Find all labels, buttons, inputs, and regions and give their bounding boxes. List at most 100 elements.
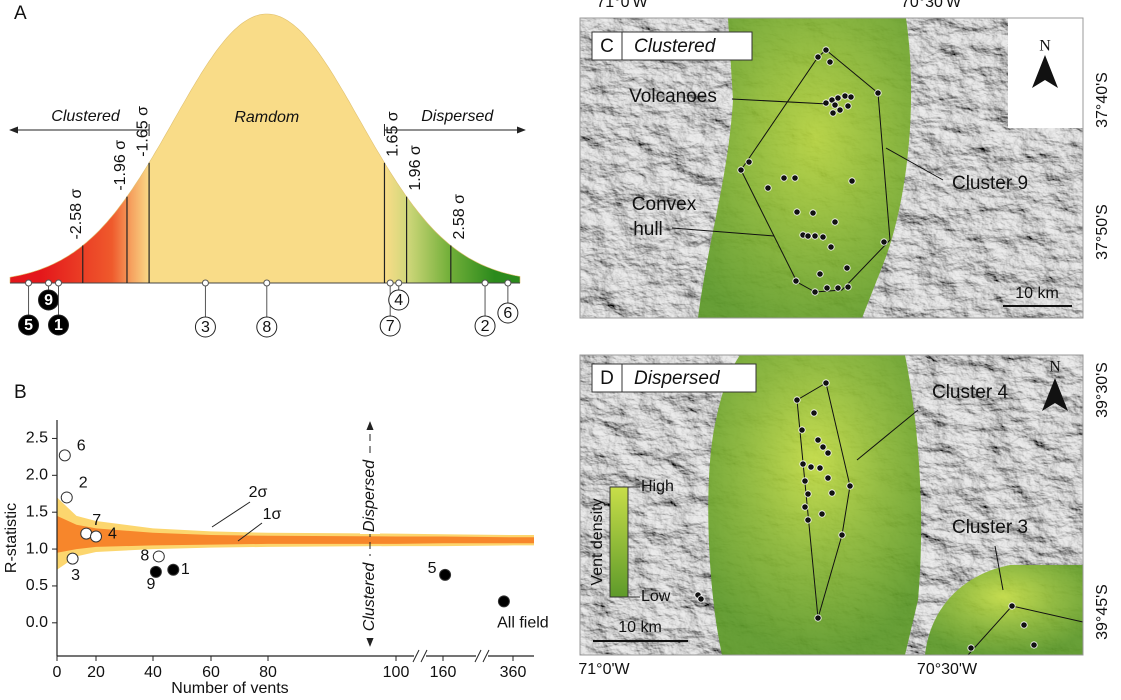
vent [812,289,818,295]
point-label: 3 [71,567,80,584]
side-label: Clustered [51,108,121,125]
lon-label: 71°0'W [578,661,630,678]
vent [765,185,771,191]
point-label: All field [497,615,549,632]
x-axis-label: Number of vents [171,680,288,697]
vent [738,167,744,173]
annotation: Convex [632,194,697,215]
threshold-label: -1.96 σ [112,140,129,191]
vent [805,233,811,239]
vent [968,645,974,651]
x-tick-label: 20 [87,664,105,681]
point [46,280,52,286]
north-label: N [1039,38,1051,55]
vent [845,284,851,290]
x-tick-label: 80 [259,664,277,681]
vent [820,444,826,450]
y-tick-label: 1.0 [26,540,48,557]
lon-label: 70°30'W [917,661,978,678]
y-axis-label: R-statistic [3,503,20,573]
page: A B -2.58 σ-1.96 σ-1.65 σ1.65 σ1.96 σ2.5… [0,0,1121,700]
legend-bar [610,487,628,597]
legend-high: High [641,478,674,495]
point [91,531,102,542]
y-tick-label: 1.5 [26,503,48,520]
north-label: N [1049,359,1061,376]
vent [832,102,838,108]
vent [1031,642,1037,648]
point [396,280,402,286]
vent [1009,603,1015,609]
x-tick-label: 100 [383,664,410,681]
vent [810,210,816,216]
bell-curve [10,14,520,283]
region-label: Clustered [361,562,378,632]
vent [1021,622,1027,628]
point [26,280,32,286]
vent [817,271,823,277]
scale-label: 10 km [1015,285,1059,302]
point-label: 1 [181,561,190,578]
point-label: 1 [54,317,63,334]
point [168,564,179,575]
vent [746,159,752,165]
threshold-label: -2.58 σ [68,189,85,240]
threshold-label: 2.58 σ [451,194,468,240]
vent [842,93,848,99]
y-tick-label: 0.0 [26,614,48,631]
band-label: 1σ [263,506,282,523]
point [387,280,393,286]
vent [835,285,841,291]
lat-label: 39°30'S [1094,362,1111,418]
x-tick-label: 160 [430,664,457,681]
point-label: 3 [201,319,210,336]
vent [875,90,881,96]
point [61,492,72,503]
density-area [708,355,921,655]
annotation: Cluster 4 [932,382,1008,403]
side-label: Dispersed [421,108,494,125]
vent [844,265,850,271]
leader [212,502,250,527]
point-label: 6 [503,305,512,322]
map-title: Dispersed [634,368,721,389]
point [498,596,509,607]
vent [781,175,787,181]
vent [799,427,805,433]
figure: A B -2.58 σ-1.96 σ-1.65 σ1.65 σ1.96 σ2.5… [0,0,1121,700]
vent [848,94,854,100]
vent [832,219,838,225]
point [482,280,488,286]
threshold-label: 1.96 σ [407,145,424,191]
vent [698,596,704,602]
vent [823,100,829,106]
vent [829,490,835,496]
panel-letter: A [14,3,27,24]
vent [792,175,798,181]
x-tick-label: 60 [202,664,220,681]
vent [815,615,821,621]
band-label: 2σ [249,484,268,501]
map-d: D Dispersed Cluster 4 Cluster 3 High Low… [578,355,1111,678]
annotation: Volcanoes [629,86,717,107]
point [440,569,451,580]
vent [802,478,808,484]
vent [837,107,843,113]
point-label: 9 [44,292,53,309]
vent [802,504,808,510]
vent [820,234,826,240]
lat-label: 37°40'S [1094,72,1111,128]
point-label: 7 [386,318,395,335]
vent [794,209,800,215]
vent [881,239,887,245]
y-tick-label: 2.0 [26,467,48,484]
vent [805,517,811,523]
y-tick-label: 2.5 [26,430,48,447]
legend-title: Vent density [589,498,606,585]
point-label: 5 [428,560,437,577]
panel-a: -2.58 σ-1.96 σ-1.65 σ1.65 σ1.96 σ2.58 σC… [10,14,525,337]
vent [825,450,831,456]
point-label: 8 [262,319,271,336]
region-label: Dispersed [361,459,378,532]
